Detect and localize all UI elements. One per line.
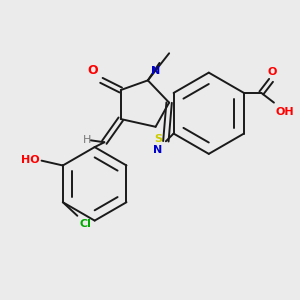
Text: Cl: Cl — [79, 219, 91, 229]
Text: O: O — [267, 68, 277, 77]
Text: HO: HO — [21, 155, 40, 165]
Text: N: N — [151, 67, 160, 76]
Text: S: S — [154, 134, 163, 144]
Text: O: O — [87, 64, 98, 77]
Text: N: N — [153, 145, 162, 155]
Text: H: H — [82, 135, 91, 145]
Text: OH: OH — [276, 107, 295, 117]
